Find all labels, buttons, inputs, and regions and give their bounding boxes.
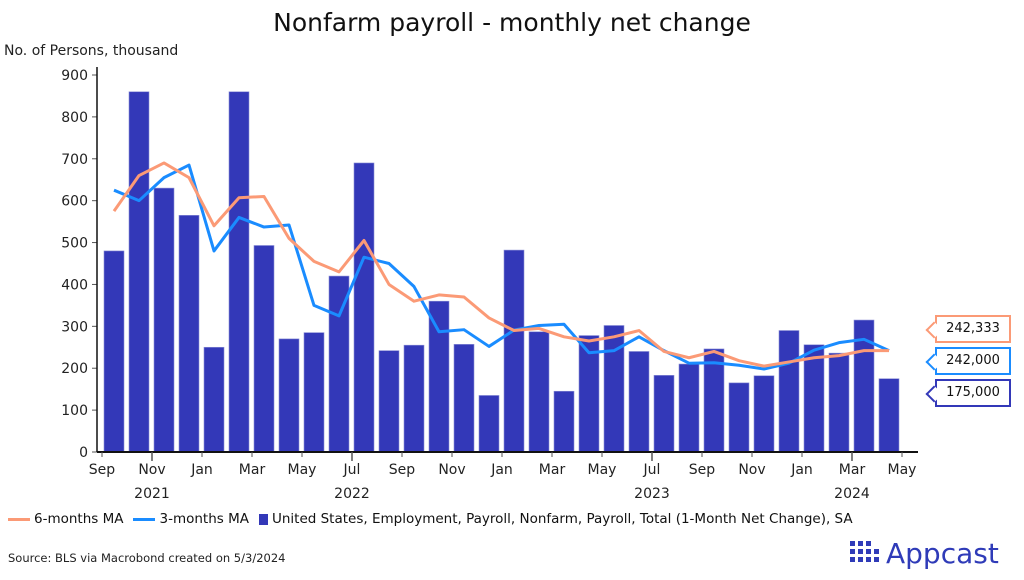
- line-6m-ma: [112, 161, 889, 368]
- x-tick-label: Jan: [190, 462, 213, 478]
- source-note: Source: BLS via Macrobond created on 5/3…: [8, 551, 286, 565]
- bar: [678, 363, 700, 453]
- year-label: 2022: [334, 486, 370, 502]
- legend-item-bars: United States, Employment, Payroll, Nonf…: [258, 511, 853, 527]
- bar: [203, 346, 225, 453]
- x-tick-label: Jan: [490, 462, 513, 478]
- bar: [178, 215, 200, 453]
- bar: [603, 325, 625, 453]
- x-tick-label: Sep: [89, 462, 116, 478]
- legend-label-bars: United States, Employment, Payroll, Nonf…: [271, 511, 853, 527]
- x-tick-label: Jan: [790, 462, 813, 478]
- legend-swatch-3m: [133, 517, 156, 521]
- x-tick-label: Mar: [839, 462, 866, 478]
- legend: 6-months MA 3-months MA United States, E…: [8, 511, 853, 527]
- legend-swatch-bars: [258, 513, 268, 525]
- y-tick-label: 400: [61, 277, 88, 293]
- logo-dots-icon: [850, 540, 879, 562]
- x-tick-label: Sep: [689, 462, 716, 478]
- callout-6m-ma: 242,333: [935, 315, 1011, 343]
- chart-title: Nonfarm payroll - monthly net change: [273, 8, 751, 37]
- y-tick-label: 800: [61, 110, 88, 126]
- callout-3m-ma: 242,000: [935, 347, 1011, 375]
- bar: [503, 249, 525, 453]
- y-tick-label: 200: [61, 361, 88, 377]
- bar: [128, 91, 150, 453]
- legend-swatch-6m: [8, 517, 30, 521]
- bar: [753, 375, 775, 453]
- bar: [353, 162, 375, 453]
- x-tick-label: May: [288, 462, 317, 478]
- line-3m-ma: [113, 163, 890, 371]
- bar: [278, 338, 300, 453]
- bar: [728, 382, 750, 453]
- bar: [628, 351, 650, 453]
- x-tick-label: Nov: [738, 462, 765, 478]
- bar: [303, 332, 325, 453]
- bar: [778, 330, 800, 453]
- year-label: 2023: [634, 486, 670, 502]
- y-tick-label: 600: [61, 194, 88, 210]
- year-label: 2024: [834, 486, 870, 502]
- bar: [378, 350, 400, 453]
- bar: [528, 331, 550, 453]
- y-tick-label: 100: [61, 403, 88, 419]
- bar: [403, 344, 425, 453]
- logo-text: Appcast: [886, 537, 999, 570]
- x-tick-label: Sep: [389, 462, 416, 478]
- bar: [253, 245, 275, 453]
- bar: [228, 91, 250, 453]
- x-tick-label: Nov: [438, 462, 465, 478]
- bar: [453, 344, 475, 453]
- x-tick-label: Mar: [539, 462, 566, 478]
- x-tick-label: Jul: [643, 462, 661, 478]
- y-tick-label: 300: [61, 319, 88, 335]
- legend-item-3m: 3-months MA: [133, 511, 249, 527]
- bar: [553, 390, 575, 453]
- y-tick-label: 700: [61, 152, 88, 168]
- x-tick-label: May: [888, 462, 917, 478]
- x-tick-label: Nov: [138, 462, 165, 478]
- x-tick-label: Jul: [343, 462, 361, 478]
- y-tick-label: 500: [61, 236, 88, 252]
- bar: [103, 250, 125, 453]
- bar: [478, 395, 500, 453]
- bar: [153, 187, 175, 453]
- x-tick-label: May: [588, 462, 617, 478]
- bar: [828, 352, 850, 453]
- y-axis-label: No. of Persons, thousand: [4, 43, 179, 59]
- year-label: 2021: [134, 486, 170, 502]
- bar: [653, 375, 675, 453]
- appcast-logo: Appcast: [848, 537, 999, 570]
- bar: [878, 378, 900, 453]
- legend-label-6m: 6-months MA: [34, 511, 124, 527]
- bar: [428, 300, 450, 453]
- x-tick-label: Mar: [239, 462, 266, 478]
- legend-item-6m: 6-months MA: [8, 511, 123, 527]
- y-tick-label: 0: [79, 445, 88, 461]
- y-tick-label: 900: [61, 68, 88, 84]
- callout-latest-bar: 175,000: [935, 379, 1011, 407]
- legend-label-3m: 3-months MA: [159, 511, 249, 527]
- bar: [803, 344, 825, 453]
